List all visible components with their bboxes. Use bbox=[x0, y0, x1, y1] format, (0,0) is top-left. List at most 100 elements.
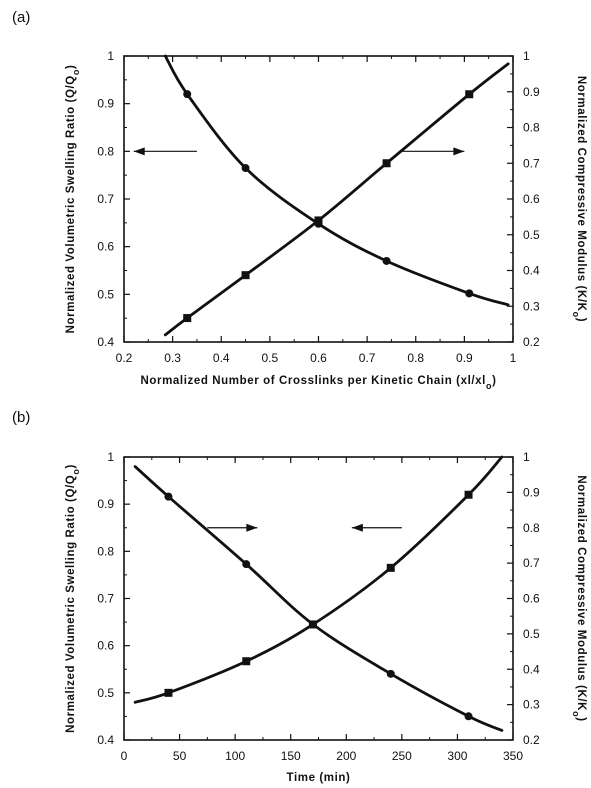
data-point-circle bbox=[242, 560, 251, 569]
y-right-tick-label: 0.8 bbox=[523, 521, 540, 535]
y-left-tick-label: 0.4 bbox=[97, 733, 114, 747]
y-left-tick-label: 0.6 bbox=[97, 240, 114, 254]
y-right-tick-label: 0.9 bbox=[523, 85, 540, 99]
series-line-square bbox=[133, 455, 504, 704]
x-tick-label: 300 bbox=[447, 749, 467, 763]
y-right-tick-label: 1 bbox=[523, 49, 530, 63]
x-axis-title-text: Time (min) bbox=[287, 772, 351, 784]
y-left-tick-label: 0.7 bbox=[97, 592, 114, 606]
arrow-head bbox=[246, 523, 258, 532]
arrow-head bbox=[133, 147, 145, 156]
x-tick-label: 50 bbox=[173, 749, 187, 763]
data-point-square bbox=[314, 216, 323, 225]
y-left-axis-title-subscript: o bbox=[71, 469, 81, 475]
x-axis-title: Time (min) bbox=[287, 772, 351, 784]
x-tick-label: 0 bbox=[121, 749, 128, 763]
y-right-tick-label: 0.7 bbox=[523, 156, 540, 170]
y-right-tick-label: 0.6 bbox=[523, 192, 540, 206]
data-point-square bbox=[308, 620, 317, 629]
y-right-tick-label: 0.4 bbox=[523, 264, 540, 278]
x-tick-label: 100 bbox=[225, 749, 245, 763]
y-right-tick-label: 0.6 bbox=[523, 592, 540, 606]
data-point-square bbox=[183, 314, 192, 323]
y-left-tick-label: 0.8 bbox=[97, 544, 114, 558]
y-right-tick-label: 0.2 bbox=[523, 335, 540, 349]
y-left-tick-label: 1 bbox=[107, 450, 114, 464]
svg-text:Normalized Number of Crosslink: Normalized Number of Crosslinks per Kine… bbox=[141, 375, 497, 391]
series-line-circle bbox=[133, 465, 504, 732]
y-left-axis-title-close: ) bbox=[65, 65, 77, 69]
x-axis-title-text: Normalized Number of Crosslinks per Kine… bbox=[141, 375, 486, 387]
y-right-tick-label: 0.3 bbox=[523, 299, 540, 313]
x-tick-label: 0.7 bbox=[359, 351, 376, 365]
data-point-square bbox=[242, 657, 251, 666]
data-point-square bbox=[382, 159, 391, 168]
x-tick-label: 0.9 bbox=[456, 351, 473, 365]
x-tick-label: 0.5 bbox=[262, 351, 279, 365]
data-point-square bbox=[386, 563, 395, 572]
y-left-tick-label: 0.4 bbox=[97, 335, 114, 349]
y-right-axis-title-text: Normalized Compressive Modulus (K/K bbox=[575, 475, 587, 711]
y-left-tick-label: 0.8 bbox=[97, 144, 114, 158]
x-tick-label: 150 bbox=[281, 749, 301, 763]
series-line-square bbox=[163, 62, 510, 337]
y-right-tick-label: 0.9 bbox=[523, 485, 540, 499]
y-left-axis-title: Normalized Volumetric Swelling Ratio (Q/… bbox=[65, 464, 81, 733]
data-point-square bbox=[164, 688, 173, 697]
arrow-head bbox=[351, 523, 363, 532]
y-left-tick-label: 0.5 bbox=[97, 287, 114, 301]
y-right-axis-title: Normalized Compressive Modulus (K/Ko) bbox=[571, 76, 587, 322]
arrow-head bbox=[453, 147, 465, 156]
data-point-circle bbox=[464, 712, 473, 721]
plot-frame bbox=[123, 456, 514, 741]
panel-label: (a) bbox=[12, 9, 30, 26]
y-right-tick-label: 0.8 bbox=[523, 121, 540, 135]
y-left-axis-title-text: Normalized Volumetric Swelling Ratio (Q/… bbox=[65, 475, 77, 733]
y-right-tick-label: 0.5 bbox=[523, 228, 540, 242]
plot-frame bbox=[123, 55, 514, 343]
chart-panel-b: (b) 0 50 100 150 200 250 300 350 0.4 0.5 0.6 0.7 0.8 0… bbox=[12, 409, 587, 784]
data-point-circle bbox=[183, 90, 192, 99]
panel-label: (b) bbox=[12, 409, 30, 426]
y-right-axis-title: Normalized Compressive Modulus (K/Ko) bbox=[571, 475, 587, 721]
y-right-axis-title-close: ) bbox=[575, 717, 587, 721]
x-tick-label: 0.8 bbox=[407, 351, 424, 365]
y-left-axis-title-subscript: o bbox=[71, 69, 81, 75]
svg-text:Normalized Compressive Modulus: Normalized Compressive Modulus (K/Ko) bbox=[571, 76, 587, 322]
x-axis-title-subscript: o bbox=[486, 381, 492, 391]
y-right-tick-label: 0.4 bbox=[523, 662, 540, 676]
x-axis-title-close: ) bbox=[492, 375, 496, 387]
y-right-tick-label: 1 bbox=[523, 450, 530, 464]
y-left-axis-title: Normalized Volumetric Swelling Ratio (Q/… bbox=[65, 65, 81, 334]
y-left-tick-label: 0.9 bbox=[97, 97, 114, 111]
x-axis-title: Normalized Number of Crosslinks per Kine… bbox=[141, 375, 497, 391]
data-point-square bbox=[241, 271, 250, 280]
y-right-tick-label: 0.7 bbox=[523, 556, 540, 570]
svg-text:Normalized Compressive Modulus: Normalized Compressive Modulus (K/Ko) bbox=[571, 475, 587, 721]
data-point-square bbox=[465, 90, 474, 99]
y-left-axis-title-close: ) bbox=[65, 464, 77, 468]
y-left-tick-label: 0.5 bbox=[97, 686, 114, 700]
y-right-tick-label: 0.2 bbox=[523, 733, 540, 747]
data-point-circle bbox=[241, 164, 250, 173]
y-left-tick-label: 0.6 bbox=[97, 639, 114, 653]
y-right-axis-title-subscript: o bbox=[571, 711, 581, 717]
y-right-axis-title-text: Normalized Compressive Modulus (K/K bbox=[575, 76, 587, 312]
x-tick-label: 250 bbox=[392, 749, 412, 763]
data-point-circle bbox=[386, 669, 395, 678]
x-tick-label: 0.6 bbox=[310, 351, 327, 365]
series-line-circle bbox=[163, 54, 510, 307]
data-point-square bbox=[464, 490, 473, 499]
data-point-circle bbox=[382, 256, 391, 265]
svg-text:Normalized Volumetric Swelling: Normalized Volumetric Swelling Ratio (Q/… bbox=[65, 65, 81, 334]
svg-text:Normalized Volumetric Swelling: Normalized Volumetric Swelling Ratio (Q/… bbox=[65, 464, 81, 733]
y-right-axis-title-close: ) bbox=[575, 318, 587, 322]
x-tick-label: 0.3 bbox=[164, 351, 181, 365]
y-left-axis-title-text: Normalized Volumetric Swelling Ratio (Q/… bbox=[65, 75, 77, 333]
y-right-tick-label: 0.5 bbox=[523, 627, 540, 641]
svg-text:Time (min): Time (min) bbox=[287, 772, 351, 784]
y-right-axis-title-subscript: o bbox=[571, 312, 581, 318]
y-right-tick-label: 0.3 bbox=[523, 698, 540, 712]
